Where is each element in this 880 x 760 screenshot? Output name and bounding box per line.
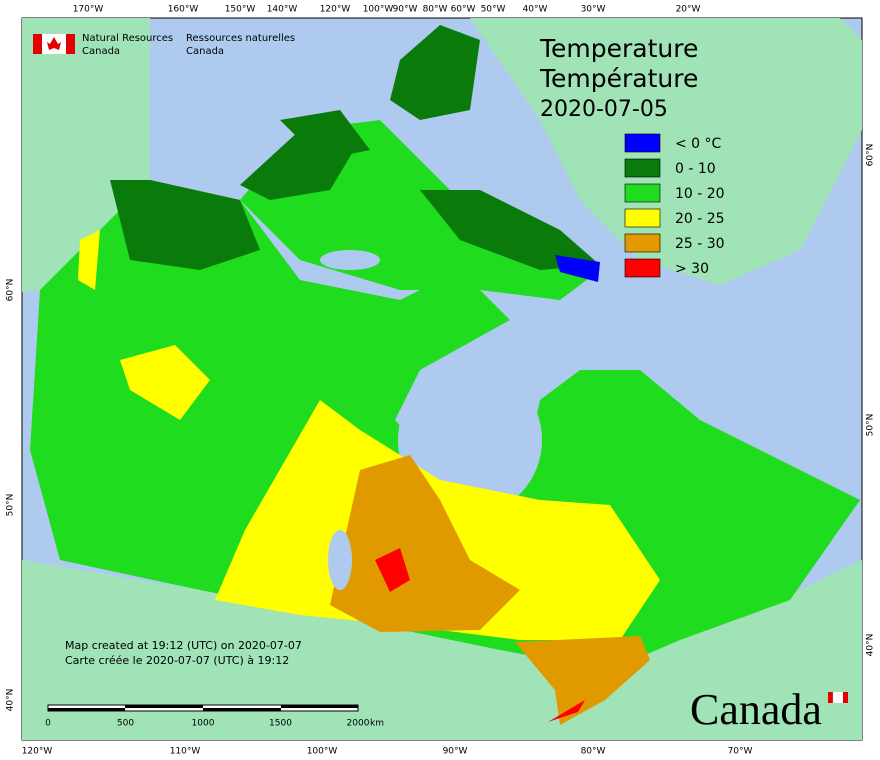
latitude-label: 50°N (6, 494, 16, 517)
agency-fr: Ressources naturelles (186, 33, 295, 44)
title-fr: Température (539, 64, 698, 93)
scale-label: 500 (117, 719, 134, 729)
scale-label: 1500 (269, 719, 292, 729)
longitude-label: 140°W (267, 5, 298, 15)
legend-swatch (624, 208, 661, 228)
longitude-label: 30°W (581, 5, 606, 15)
credit-en: Map created at 19:12 (UTC) on 2020-07-07 (65, 639, 302, 652)
longitude-label: 100°W (363, 5, 394, 15)
longitude-label: 110°W (170, 747, 201, 757)
longitude-label: 60°W (451, 5, 476, 15)
legend-label: 0 - 10 (675, 161, 716, 177)
scale-unit: km (370, 719, 384, 729)
longitude-label: 90°W (443, 747, 468, 757)
longitude-label: 160°W (168, 5, 199, 15)
longitude-label: 100°W (307, 747, 338, 757)
legend-swatch (624, 158, 661, 178)
wordmark-flag (828, 691, 848, 704)
latitude-label: 60°N (6, 279, 16, 302)
longitude-label: 80°W (581, 747, 606, 757)
title-en: Temperature (539, 34, 698, 63)
canada (30, 25, 860, 725)
longitude-label: 40°W (523, 5, 548, 15)
wordmark: Canada (690, 685, 822, 734)
legend-swatch (624, 183, 661, 203)
longitude-label: 20°W (676, 5, 701, 15)
legend-label: < 0 °C (675, 136, 722, 152)
latitude-label: 40°N (6, 689, 16, 712)
legend-label: > 30 (675, 261, 709, 277)
legend-label: 10 - 20 (675, 186, 725, 202)
legend-label: 25 - 30 (675, 236, 725, 252)
country-fr: Canada (186, 46, 224, 57)
scale-label: 0 (45, 719, 51, 729)
country-en: Canada (82, 46, 120, 57)
legend-label: 20 - 25 (675, 211, 725, 227)
longitude-label: 150°W (225, 5, 256, 15)
latitude-label: 40°N (866, 634, 876, 657)
longitude-label: 80°W (423, 5, 448, 15)
foreign-land (22, 18, 862, 740)
legend-swatch (624, 258, 661, 278)
flag-logo (33, 34, 75, 54)
longitude-label: 120°W (320, 5, 351, 15)
scale-label: 1000 (192, 719, 215, 729)
legend-swatch (624, 133, 661, 153)
agency-en: Natural Resources (82, 33, 173, 44)
longitude-label: 70°W (728, 747, 753, 757)
legend-swatch (624, 233, 661, 253)
scale-label: 2000 (347, 719, 370, 729)
latitude-label: 60°N (866, 144, 876, 167)
credit-fr: Carte créée le 2020-07-07 (UTC) à 19:12 (65, 654, 289, 667)
longitude-label: 50°W (481, 5, 506, 15)
longitude-label: 170°W (73, 5, 104, 15)
latitude-label: 50°N (866, 414, 876, 437)
map-date: 2020-07-05 (540, 97, 668, 122)
scale-bar (47, 704, 359, 712)
longitude-label: 120°W (22, 747, 53, 757)
longitude-label: 90°W (393, 5, 418, 15)
